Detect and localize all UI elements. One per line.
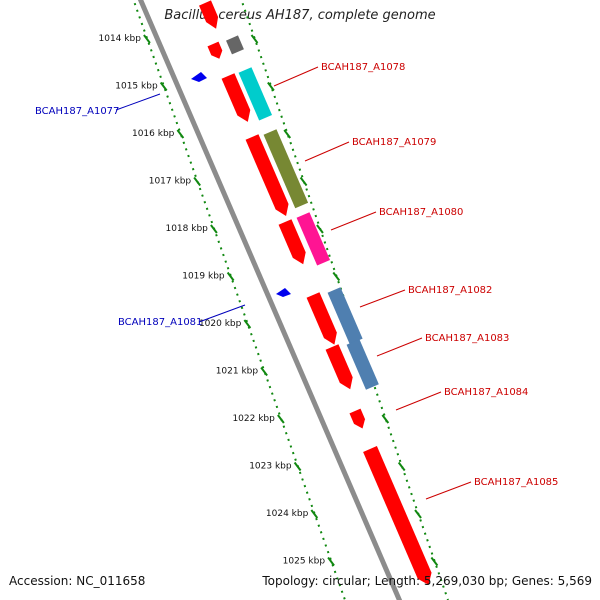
outer-tick-mark bbox=[414, 509, 422, 519]
scale-tick-mark bbox=[176, 129, 185, 139]
outer-tick-mark bbox=[381, 414, 390, 424]
scale-tick-label: 1025 kbp bbox=[283, 557, 326, 567]
scale-tick-label: 1015 kbp bbox=[115, 82, 158, 92]
outer-tick-mark bbox=[316, 224, 324, 234]
scale-tick-mark bbox=[260, 366, 268, 377]
gene-leader-line bbox=[304, 141, 350, 162]
gene-block-steelblue[interactable] bbox=[327, 287, 363, 345]
outer-tick-mark bbox=[267, 81, 275, 92]
gene-label[interactable]: BCAH187_A1079 bbox=[352, 137, 436, 148]
gene-block-steelblue[interactable] bbox=[346, 339, 379, 390]
gene-labels: BCAH187_A1077 BCAH187_A1078 BCAH187_A1079 B… bbox=[35, 62, 558, 500]
scale-tick-mark bbox=[159, 81, 168, 92]
gene-leader-line bbox=[198, 304, 246, 323]
scale-tick-label: 1014 kbp bbox=[99, 34, 142, 44]
gene-arrow[interactable] bbox=[278, 219, 306, 265]
gene-label[interactable]: BCAH187_A1084 bbox=[444, 387, 528, 398]
gene-label[interactable]: BCAH187_A1078 bbox=[321, 62, 405, 73]
scale-tick-label: 1020 kbp bbox=[199, 319, 242, 329]
gene-arrow[interactable] bbox=[199, 0, 219, 29]
gene-arrow[interactable] bbox=[306, 292, 337, 345]
gene-block-cyan[interactable] bbox=[238, 67, 273, 121]
scale-tick-label: 1022 kbp bbox=[232, 414, 275, 424]
scale-tick-mark bbox=[143, 34, 151, 44]
outer-tick-mark bbox=[397, 461, 406, 472]
gene-block-pink[interactable] bbox=[296, 212, 331, 266]
genome-summary: Topology: circular; Length: 5,269,030 bp… bbox=[262, 574, 592, 588]
reverse-gene-marker[interactable] bbox=[191, 72, 207, 82]
gene-label[interactable]: BCAH187_A1077 bbox=[35, 106, 119, 117]
gene-block-olive[interactable] bbox=[263, 129, 309, 209]
reverse-gene-marker[interactable] bbox=[276, 288, 291, 297]
inner-scale-dots bbox=[132, 0, 346, 600]
gene-arrow[interactable] bbox=[349, 408, 366, 429]
backbone bbox=[137, 0, 403, 600]
scale-tick-mark bbox=[310, 509, 319, 519]
scale-tick-mark bbox=[210, 224, 218, 234]
scale-tick-label: 1024 kbp bbox=[266, 509, 309, 519]
scale-tick-mark bbox=[193, 176, 201, 187]
scale-tick-label: 1018 kbp bbox=[165, 224, 208, 234]
scale-tick-label: 1017 kbp bbox=[149, 177, 192, 187]
scale-tick-mark bbox=[293, 461, 302, 472]
backbone-line bbox=[137, 0, 403, 600]
gene-features bbox=[191, 0, 432, 585]
scale-tick-mark bbox=[243, 319, 252, 329]
gene-leader-line bbox=[115, 93, 161, 111]
outer-tick-mark bbox=[250, 34, 259, 44]
gene-leader-line bbox=[273, 66, 319, 87]
gene-leader-line bbox=[376, 337, 423, 357]
gene-label[interactable]: BCAH187_A1083 bbox=[425, 333, 509, 344]
gene-label[interactable]: BCAH187_A1085 bbox=[474, 477, 558, 488]
scale-tick-mark bbox=[226, 271, 235, 282]
scale-tick-label: 1019 kbp bbox=[182, 272, 225, 282]
gene-arrow[interactable] bbox=[221, 73, 251, 122]
gene-label[interactable]: BCAH187_A1081 bbox=[118, 317, 202, 328]
gene-block-grey[interactable] bbox=[226, 35, 244, 55]
gene-leader-line bbox=[395, 391, 442, 411]
outer-tick-mark bbox=[430, 556, 439, 567]
gene-arrow[interactable] bbox=[363, 446, 432, 585]
gene-label[interactable]: BCAH187_A1080 bbox=[379, 207, 463, 218]
gene-leader-line bbox=[425, 481, 472, 500]
scale-tick-label: 1016 kbp bbox=[132, 129, 175, 139]
scale-tick-label: 1023 kbp bbox=[249, 462, 292, 472]
gene-label[interactable]: BCAH187_A1082 bbox=[408, 285, 492, 296]
outer-tick-mark bbox=[283, 129, 292, 139]
outer-tick-mark bbox=[332, 271, 341, 282]
scale-tick-mark bbox=[277, 414, 285, 424]
outer-tick-mark bbox=[299, 176, 308, 187]
scale-tick-label: 1021 kbp bbox=[216, 367, 259, 377]
scale-tick-mark bbox=[327, 556, 335, 567]
gene-leader-line bbox=[359, 289, 406, 308]
genome-title: Bacillus cereus AH187, complete genome bbox=[164, 8, 436, 23]
accession-text: Accession: NC_011658 bbox=[9, 574, 146, 588]
gene-leader-line bbox=[330, 211, 377, 231]
gene-arrow[interactable] bbox=[325, 344, 353, 390]
gene-arrow[interactable] bbox=[245, 134, 289, 216]
gene-arrow[interactable] bbox=[207, 41, 223, 59]
